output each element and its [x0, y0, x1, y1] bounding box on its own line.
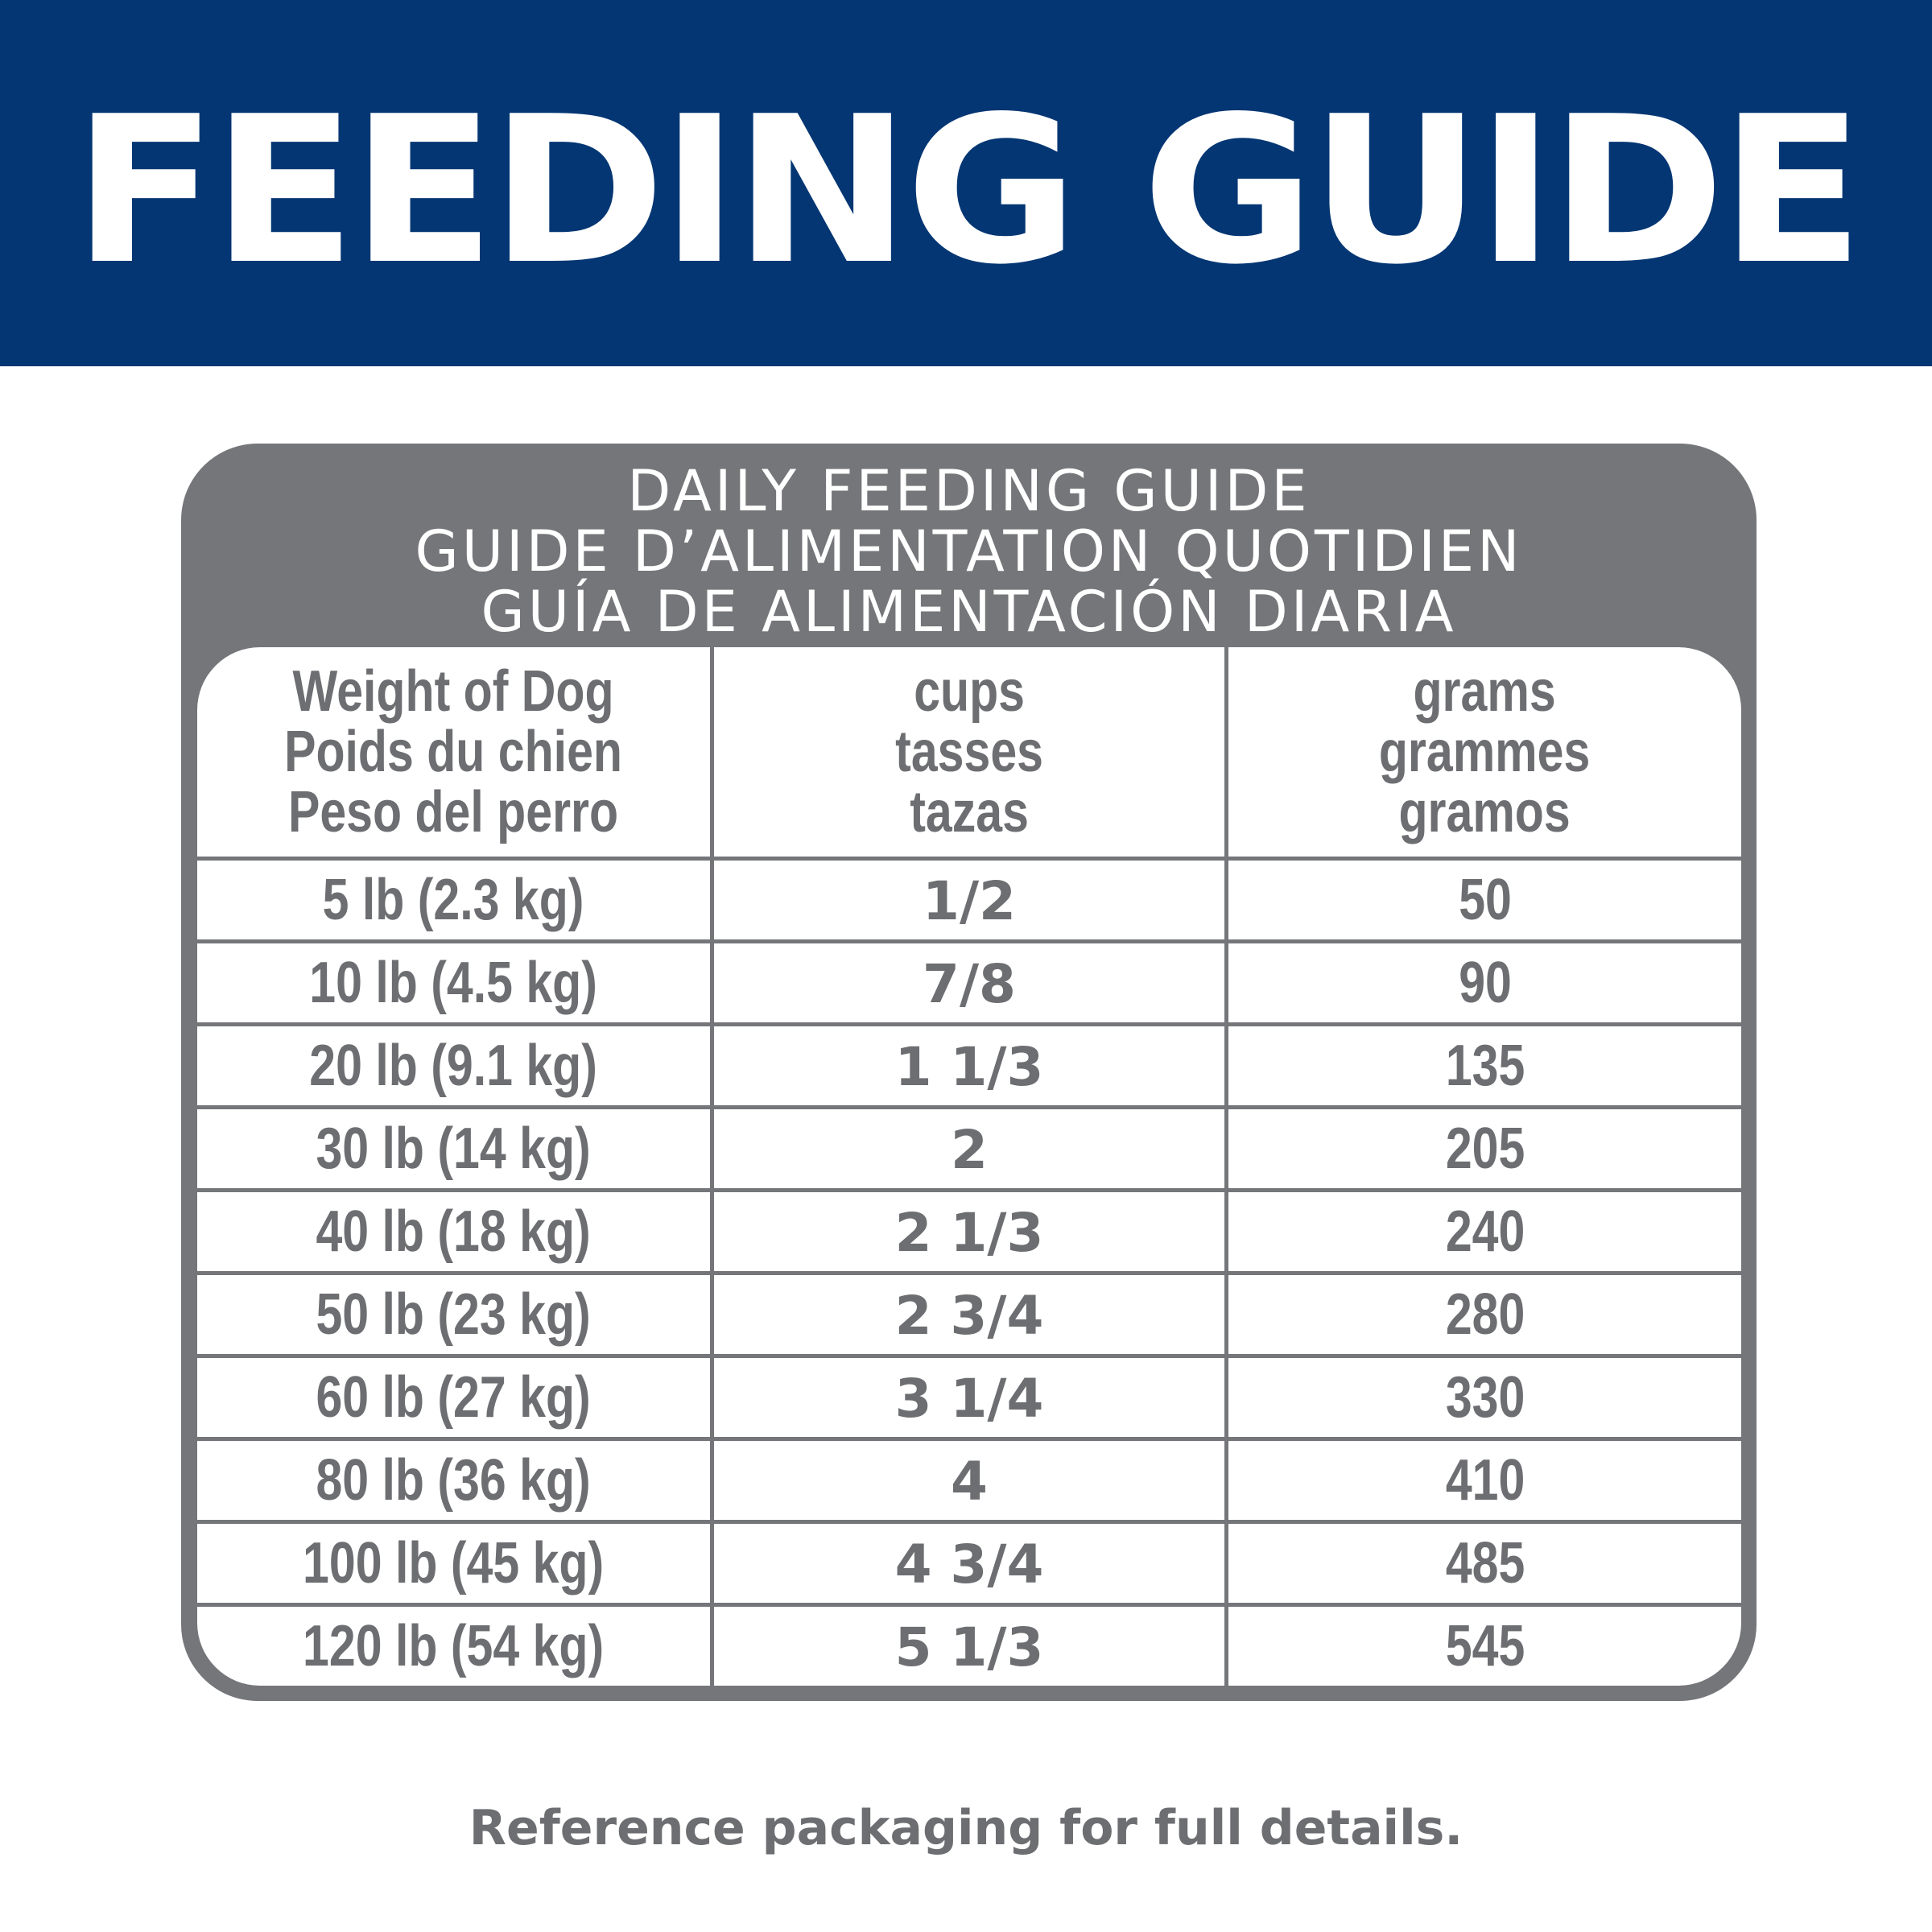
- cups-cell: 4 3/4: [709, 1520, 1229, 1607]
- feeding-table: Weight of Dog Poids du chien Peso del pe…: [197, 647, 1741, 1686]
- footer-note: Reference packaging for full details.: [469, 1800, 1463, 1856]
- table-row: 20 lb (9.1 kg) 1 1/3 135: [197, 1022, 1741, 1109]
- feeding-guide-card: DAILY FEEDING GUIDE GUIDE D’ALIMENTATION…: [181, 444, 1757, 1701]
- grams-cell-value: 205: [1445, 1117, 1525, 1181]
- cups-cell-value: 5 1/3: [894, 1616, 1044, 1678]
- heading-english: DAILY FEEDING GUIDE: [627, 458, 1311, 524]
- column-header-grams: grams grammes gramos: [1224, 647, 1741, 861]
- grams-cell: 280: [1224, 1271, 1741, 1358]
- grams-cell: 330: [1224, 1354, 1741, 1441]
- cups-cell: 2 1/3: [709, 1188, 1229, 1275]
- grams-cell: 545: [1224, 1603, 1741, 1686]
- grams-cell-value: 50: [1458, 868, 1512, 932]
- weight-cell-value: 100 lb (45 kg): [303, 1531, 605, 1596]
- table-row: 30 lb (14 kg) 2 205: [197, 1105, 1741, 1192]
- weight-cell: 60 lb (27 kg): [197, 1354, 714, 1441]
- header-line: grammes: [1379, 719, 1591, 784]
- grams-cell-value: 485: [1445, 1531, 1525, 1596]
- grams-cell-value: 545: [1445, 1614, 1525, 1678]
- header-line: tasses: [895, 719, 1043, 784]
- header-line: cups: [914, 658, 1025, 724]
- header-line: Poids du chien: [284, 719, 623, 784]
- grams-cell-value: 330: [1445, 1365, 1525, 1430]
- grams-cell: 240: [1224, 1188, 1741, 1275]
- weight-cell: 5 lb (2.3 kg): [197, 857, 714, 943]
- weight-cell-value: 40 lb (18 kg): [316, 1199, 592, 1264]
- weight-cell-value: 120 lb (54 kg): [303, 1614, 605, 1678]
- column-header-cups: cups tasses tazas: [709, 647, 1229, 861]
- heading-french: GUIDE D’ALIMENTATION QUOTIDIEN: [415, 518, 1523, 584]
- cups-cell-value: 3 1/4: [894, 1368, 1044, 1430]
- weight-cell: 50 lb (23 kg): [197, 1271, 714, 1358]
- cups-cell: 2: [709, 1105, 1229, 1192]
- page-title: FEEDING GUIDE: [72, 73, 1864, 309]
- grams-cell: 205: [1224, 1105, 1741, 1192]
- table-row: 120 lb (54 kg) 5 1/3 545: [197, 1603, 1741, 1686]
- table-row: 10 lb (4.5 kg) 7/8 90: [197, 939, 1741, 1026]
- weight-cell: 20 lb (9.1 kg): [197, 1022, 714, 1109]
- cups-cell-value: 1/2: [923, 870, 1016, 932]
- cups-cell: 7/8: [709, 939, 1229, 1026]
- table-row: 80 lb (36 kg) 4 410: [197, 1437, 1741, 1524]
- grams-cell-value: 135: [1445, 1034, 1525, 1098]
- weight-cell: 30 lb (14 kg): [197, 1105, 714, 1192]
- table-row: 100 lb (45 kg) 4 3/4 485: [197, 1520, 1741, 1607]
- column-header-weight: Weight of Dog Poids du chien Peso del pe…: [197, 647, 714, 861]
- weight-cell: 10 lb (4.5 kg): [197, 939, 714, 1026]
- feeding-table-container: Weight of Dog Poids du chien Peso del pe…: [197, 647, 1741, 1686]
- cups-cell: 1/2: [709, 857, 1229, 943]
- cups-cell: 4: [709, 1437, 1229, 1524]
- weight-cell: 80 lb (36 kg): [197, 1437, 714, 1524]
- table-row: 5 lb (2.3 kg) 1/2 50: [197, 857, 1741, 943]
- cups-cell-value: 2: [951, 1119, 988, 1181]
- heading-spanish: GUÍA DE ALIMENTACIÓN DIARIA: [481, 579, 1457, 645]
- grams-cell-value: 240: [1445, 1199, 1525, 1264]
- cups-cell-value: 1 1/3: [894, 1036, 1044, 1098]
- grams-cell: 485: [1224, 1520, 1741, 1607]
- cups-cell: 5 1/3: [709, 1603, 1229, 1686]
- weight-cell: 120 lb (54 kg): [197, 1603, 714, 1686]
- weight-cell-value: 60 lb (27 kg): [316, 1365, 592, 1430]
- grams-cell: 135: [1224, 1022, 1741, 1109]
- grams-cell: 50: [1224, 857, 1741, 943]
- header-line: Peso del perro: [288, 779, 619, 844]
- card-heading: DAILY FEEDING GUIDE GUIDE D’ALIMENTATION…: [181, 461, 1757, 642]
- table-row: 60 lb (27 kg) 3 1/4 330: [197, 1354, 1741, 1441]
- weight-cell-value: 80 lb (36 kg): [316, 1448, 592, 1513]
- grams-cell: 90: [1224, 939, 1741, 1026]
- cups-cell: 3 1/4: [709, 1354, 1229, 1441]
- table-row: 40 lb (18 kg) 2 1/3 240: [197, 1188, 1741, 1275]
- cups-cell-value: 4 3/4: [894, 1534, 1044, 1596]
- weight-cell-value: 20 lb (9.1 kg): [309, 1034, 598, 1098]
- grams-cell-value: 410: [1445, 1448, 1525, 1513]
- weight-cell-value: 5 lb (2.3 kg): [323, 868, 584, 932]
- cups-cell: 2 3/4: [709, 1271, 1229, 1358]
- header-line: Weight of Dog: [292, 658, 614, 724]
- cups-cell: 1 1/3: [709, 1022, 1229, 1109]
- table-header-row: Weight of Dog Poids du chien Peso del pe…: [197, 647, 1741, 861]
- grams-cell-value: 280: [1445, 1282, 1525, 1347]
- grams-cell-value: 90: [1458, 951, 1512, 1015]
- table-row: 50 lb (23 kg) 2 3/4 280: [197, 1271, 1741, 1358]
- title-banner: FEEDING GUIDE: [0, 0, 1932, 366]
- weight-cell: 100 lb (45 kg): [197, 1520, 714, 1607]
- cups-cell-value: 7/8: [923, 953, 1016, 1015]
- cups-cell-value: 4: [951, 1451, 988, 1513]
- grams-cell: 410: [1224, 1437, 1741, 1524]
- weight-cell-value: 10 lb (4.5 kg): [309, 951, 598, 1015]
- cups-cell-value: 2 3/4: [894, 1285, 1044, 1347]
- header-line: tazas: [910, 779, 1029, 844]
- cups-cell-value: 2 1/3: [894, 1202, 1044, 1264]
- weight-cell: 40 lb (18 kg): [197, 1188, 714, 1275]
- header-line: grams: [1413, 658, 1557, 724]
- weight-cell-value: 50 lb (23 kg): [316, 1282, 592, 1347]
- weight-cell-value: 30 lb (14 kg): [316, 1117, 592, 1181]
- header-line: gramos: [1398, 779, 1571, 844]
